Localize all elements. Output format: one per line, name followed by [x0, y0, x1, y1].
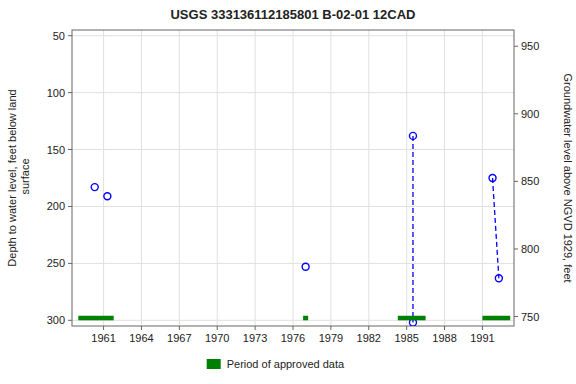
y-tick — [68, 149, 72, 150]
data-point — [104, 193, 111, 200]
grid-line-x — [330, 30, 331, 326]
plot-frame — [72, 30, 514, 326]
chart-title: USGS 333136112185801 B-02-01 12CAD — [170, 7, 415, 22]
x-tick-label: 1979 — [319, 332, 343, 344]
x-tick — [255, 326, 256, 330]
dashed-line — [413, 136, 499, 323]
x-tick-label: 1976 — [281, 332, 305, 344]
x-tick-label: 1988 — [432, 332, 456, 344]
grid-line-x — [406, 30, 407, 326]
y-tick-label: 50 — [53, 30, 65, 42]
data-point — [91, 184, 98, 191]
y2-tick-label: 750 — [521, 311, 539, 323]
y-tick — [68, 320, 72, 321]
x-tick — [444, 326, 445, 330]
y2-tick — [514, 316, 518, 317]
approved-period-bar — [303, 316, 308, 321]
y2-tick — [514, 248, 518, 249]
x-tick-label: 1985 — [394, 332, 418, 344]
x-tick-label: 1967 — [167, 332, 191, 344]
legend-swatch — [207, 359, 221, 369]
y-tick — [68, 92, 72, 93]
grid-line-x — [482, 30, 483, 326]
y2-axis: 750 800 850 900 950 — [514, 40, 539, 322]
y2-tick-label: 800 — [521, 243, 539, 255]
marks — [78, 132, 510, 326]
legend-label: Period of approved data — [227, 358, 345, 370]
y-axis-label: Depth to water level, feet below land su… — [6, 89, 31, 266]
grid-line-y — [72, 92, 514, 93]
grid-line-x — [293, 30, 294, 326]
x-tick-label: 1970 — [205, 332, 229, 344]
y-axis: 50 100 150 200 250 300 — [47, 30, 72, 327]
grid-line-y — [72, 35, 514, 36]
grid-line-y — [72, 149, 514, 150]
data-point — [302, 263, 309, 270]
y-tick-label: 200 — [47, 200, 65, 212]
chart-container: 1961 1964 1967 1970 1973 1976 1979 1982 1985 1988… — [0, 0, 576, 384]
x-tick — [217, 326, 218, 330]
x-tick — [179, 326, 180, 330]
approved-period-bar — [398, 316, 426, 321]
grid-line-x — [179, 30, 180, 326]
x-tick-label: 1964 — [129, 332, 153, 344]
y-tick-label: 150 — [47, 144, 65, 156]
x-tick-label: 1973 — [243, 332, 267, 344]
grid — [72, 30, 514, 326]
x-tick — [293, 326, 294, 330]
y-axis-label-line: Depth to water level, feet below land — [6, 89, 18, 266]
grid-line-x — [141, 30, 142, 326]
grid-line-x — [368, 30, 369, 326]
y2-tick-label: 950 — [521, 40, 539, 52]
x-tick-label: 1982 — [357, 332, 381, 344]
y2-tick — [514, 113, 518, 114]
grid-line-y — [72, 263, 514, 264]
y-tick-label: 250 — [47, 257, 65, 269]
grid-line-y — [72, 206, 514, 207]
chart-svg: 1961 1964 1967 1970 1973 1976 1979 1982 1985 1988… — [0, 0, 576, 384]
y-axis-label-line: surface — [19, 158, 31, 197]
y2-axis-label: Groundwater level above NGVD 1929, feet — [562, 73, 574, 282]
x-tick — [482, 326, 483, 330]
x-axis: 1961 1964 1967 1970 1973 1976 1979 1982 1985 1988… — [91, 326, 494, 344]
x-tick — [103, 326, 104, 330]
x-tick-label: 1961 — [91, 332, 115, 344]
grid-line-x — [103, 30, 104, 326]
y2-tick-label: 900 — [521, 108, 539, 120]
y-tick-label: 300 — [47, 314, 65, 326]
approved-period-bar — [482, 316, 510, 321]
y-tick — [68, 206, 72, 207]
legend: Period of approved data — [207, 358, 345, 370]
grid-line-x — [217, 30, 218, 326]
x-tick — [141, 326, 142, 330]
y2-tick — [514, 181, 518, 182]
y-tick — [68, 35, 72, 36]
approved-period-bar — [78, 316, 113, 321]
series-span — [78, 316, 510, 321]
x-tick — [330, 326, 331, 330]
grid-line-x — [255, 30, 256, 326]
x-tick — [368, 326, 369, 330]
grid-line-y — [72, 320, 514, 321]
series-line — [413, 136, 499, 323]
grid-line-x — [444, 30, 445, 326]
x-tick-label: 1991 — [470, 332, 494, 344]
y2-tick-label: 850 — [521, 175, 539, 187]
x-tick — [406, 326, 407, 330]
y2-tick — [514, 46, 518, 47]
y-tick — [68, 263, 72, 264]
series-scatter — [91, 132, 502, 326]
y-tick-label: 100 — [47, 87, 65, 99]
